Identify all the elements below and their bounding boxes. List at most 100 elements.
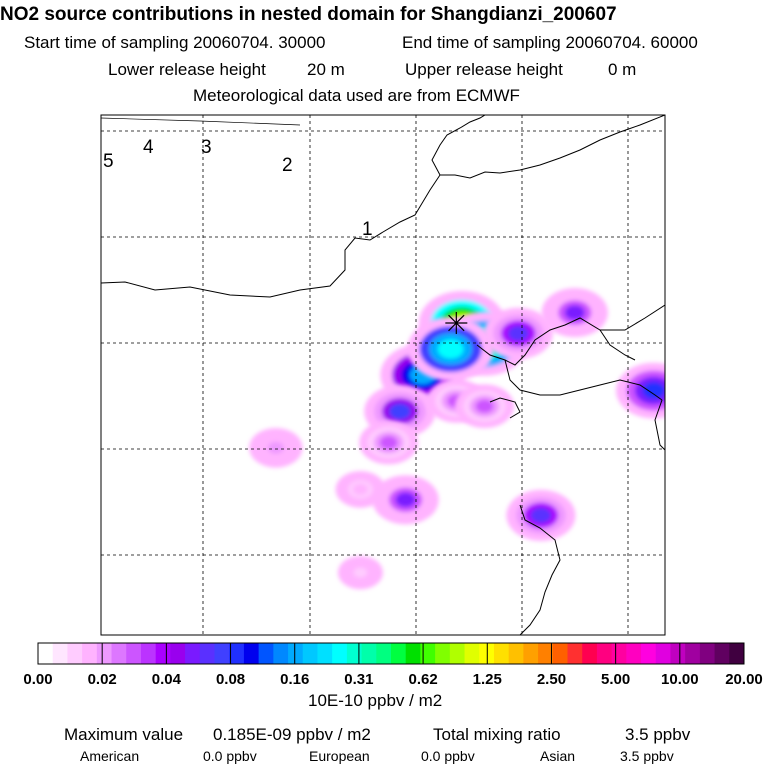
- colorbar-swatch: [405, 643, 421, 664]
- colorbar-swatch: [435, 643, 451, 664]
- colorbar-swatch: [376, 643, 392, 664]
- colorbar-swatch: [655, 643, 671, 664]
- colorbar-swatch: [641, 643, 657, 664]
- colorbar-unit: 10E-10 ppbv / m2: [308, 691, 443, 710]
- contour-label-1: 1: [362, 219, 373, 240]
- colorbar-swatch: [361, 643, 377, 664]
- colorbar-tick-label: 20.00: [725, 671, 763, 688]
- colorbar-swatch: [302, 643, 318, 664]
- blob-level: [379, 436, 398, 450]
- asian-value: 3.5 ppbv: [620, 748, 674, 764]
- colorbar-tick-label: 5.00: [601, 671, 630, 688]
- blob-level: [642, 382, 665, 399]
- colorbar-swatch: [199, 643, 215, 664]
- colorbar-swatch: [243, 643, 260, 664]
- contour-label-3: 3: [201, 137, 212, 158]
- colorbar: [37, 642, 745, 665]
- blob-level: [437, 339, 464, 359]
- concentration-blob: [455, 384, 514, 429]
- upper-height-value: 0 m: [608, 60, 637, 79]
- colorbar-swatch: [38, 643, 54, 664]
- colorbar-swatch: [670, 643, 686, 664]
- total-mixing-value: 3.5 ppbv: [625, 725, 691, 744]
- colorbar-swatch: [258, 643, 274, 664]
- end-time-label: End time of sampling 20060704. 60000: [402, 33, 698, 52]
- colorbar-swatch: [214, 643, 230, 664]
- colorbar-swatch: [493, 643, 510, 664]
- concentration-blob: [249, 428, 303, 468]
- colorbar-tick-label: 0.02: [88, 671, 117, 688]
- chart-title: NO2 source contributions in nested domai…: [0, 4, 617, 25]
- colorbar-swatch: [317, 643, 333, 664]
- coastline: [101, 115, 665, 635]
- blob-level: [530, 507, 552, 524]
- concentration-blob: [407, 317, 494, 381]
- american-label: American: [80, 748, 140, 764]
- colorbar-tick-label: 1.25: [473, 671, 502, 688]
- colorbar-swatch: [52, 643, 68, 664]
- contour-label-4: 4: [143, 137, 154, 158]
- colorbar-swatch: [538, 643, 554, 664]
- concentration-blob: [335, 470, 386, 508]
- colorbar-swatch: [596, 643, 613, 664]
- colorbar-swatch: [508, 643, 524, 664]
- concentration-blob: [337, 555, 383, 590]
- colorbar-swatch: [229, 643, 245, 664]
- site-asterisk-icon: [445, 312, 468, 334]
- colorbar-swatch: [96, 643, 113, 664]
- blob-level: [389, 403, 411, 420]
- colorbar-swatch: [170, 643, 186, 664]
- asian-label: Asian: [540, 748, 576, 764]
- american-value: 0.0 ppbv: [203, 748, 257, 764]
- contour-label-5: 5: [103, 151, 114, 172]
- concentration-blob: [506, 489, 576, 541]
- colorbar-swatch: [346, 643, 363, 664]
- blob-level: [507, 325, 529, 342]
- colorbar-swatch: [611, 643, 627, 664]
- colorbar-tick-label: 0.62: [408, 671, 437, 688]
- concentration-blob: [359, 420, 419, 465]
- colorbar-swatch: [155, 643, 171, 664]
- colorbar-swatch: [523, 643, 539, 664]
- colorbar-swatch: [288, 643, 304, 664]
- colorbar-swatch: [626, 643, 642, 664]
- colorbar-swatch: [82, 643, 98, 664]
- plot-frame: [100, 114, 666, 636]
- blob-level: [395, 492, 416, 508]
- colorbar-tick-label: 0.04: [152, 671, 182, 688]
- colorbar-swatch: [185, 643, 201, 664]
- concentration-blob: [372, 475, 439, 525]
- site-asterisk-stroke: [448, 314, 465, 332]
- colorbar-swatch: [391, 643, 407, 664]
- colorbar-swatch: [464, 643, 480, 664]
- upper-height-label: Upper release height: [405, 60, 563, 79]
- colorbar-tick-label: 10.00: [661, 671, 699, 688]
- concentration-field: [249, 288, 665, 590]
- max-value-label: Maximum value: [64, 725, 184, 744]
- colorbar-swatch: [714, 643, 730, 664]
- lower-height-label: Lower release height: [108, 60, 266, 79]
- blob-level: [475, 399, 494, 413]
- colorbar-swatch: [699, 643, 716, 664]
- colorbar-swatch: [729, 643, 745, 664]
- colorbar-swatch: [449, 643, 466, 664]
- european-value: 0.0 ppbv: [421, 748, 475, 764]
- colorbar-swatch: [67, 643, 83, 664]
- grid: [101, 115, 665, 635]
- colorbar-tick-label: 0.16: [280, 671, 309, 688]
- total-mixing-label: Total mixing ratio: [433, 725, 561, 744]
- colorbar-tick-label: 0.31: [344, 671, 373, 688]
- contour-lines: [101, 117, 301, 126]
- european-label: European: [309, 748, 370, 764]
- colorbar-swatch: [567, 643, 583, 664]
- contour-label-2: 2: [282, 155, 293, 176]
- colorbar-swatch: [332, 643, 348, 664]
- colorbar-swatch: [111, 643, 127, 664]
- blob-level: [353, 567, 368, 578]
- colorbar-swatch: [126, 643, 142, 664]
- met-data-label: Meteorological data used are from ECMWF: [193, 86, 520, 105]
- colorbar-swatch: [140, 643, 157, 664]
- lower-height-value: 20 m: [307, 60, 345, 79]
- concentration-blob: [616, 362, 665, 419]
